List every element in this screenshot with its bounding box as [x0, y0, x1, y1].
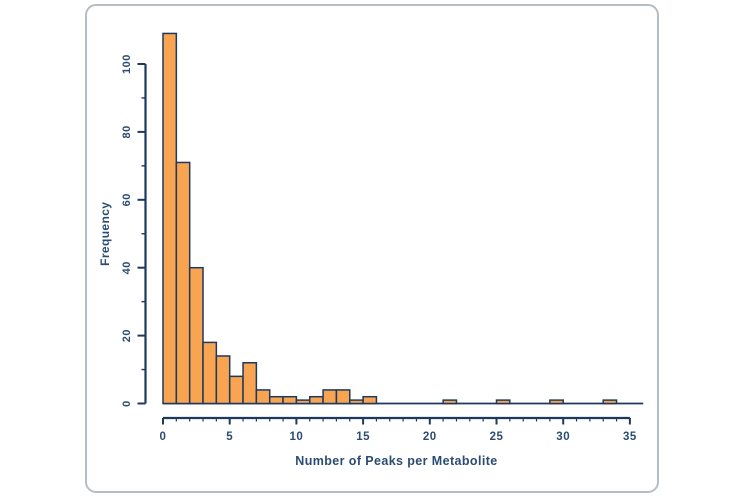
histogram-bar	[282, 395, 298, 405]
histogram-bar	[362, 395, 378, 405]
x-tick-label: 5	[226, 431, 233, 443]
x-tick-label: 10	[290, 431, 304, 443]
histogram-bar	[175, 161, 191, 405]
x-tick-label: 30	[556, 431, 570, 443]
histogram-bar	[295, 399, 311, 405]
histogram-bar	[549, 399, 564, 405]
histogram-bar	[335, 389, 351, 405]
histogram-bar	[215, 355, 231, 405]
x-tick-label: 15	[356, 431, 370, 443]
y-tick-label: 80	[121, 125, 133, 138]
histogram-bar	[349, 399, 364, 405]
histogram-bar	[242, 362, 258, 405]
y-tick-label: 20	[121, 329, 133, 342]
x-tick-label: 20	[423, 431, 437, 443]
histogram-bar	[255, 389, 271, 405]
histogram-bar	[268, 395, 284, 405]
histogram-bar	[322, 389, 338, 405]
y-tick-label: 60	[121, 193, 133, 206]
x-axis-title: Number of Peaks per Metabolite	[295, 454, 497, 468]
x-tick-label: 0	[160, 431, 167, 443]
x-tick-label: 35	[623, 431, 637, 443]
histogram-bar	[228, 375, 244, 405]
histogram-bar	[602, 399, 618, 405]
histogram-bar	[495, 399, 511, 405]
histogram-bar	[442, 399, 458, 405]
y-tick-label: 40	[121, 261, 133, 274]
histogram-bar	[202, 341, 218, 405]
x-tick-label: 25	[490, 431, 504, 443]
y-tick-label: 0	[121, 400, 133, 407]
y-axis-title: Frequency	[98, 202, 112, 266]
histogram-bar	[308, 395, 324, 405]
histogram-bar	[162, 32, 178, 405]
y-tick-label: 100	[121, 54, 133, 74]
histogram-bar	[188, 266, 204, 405]
